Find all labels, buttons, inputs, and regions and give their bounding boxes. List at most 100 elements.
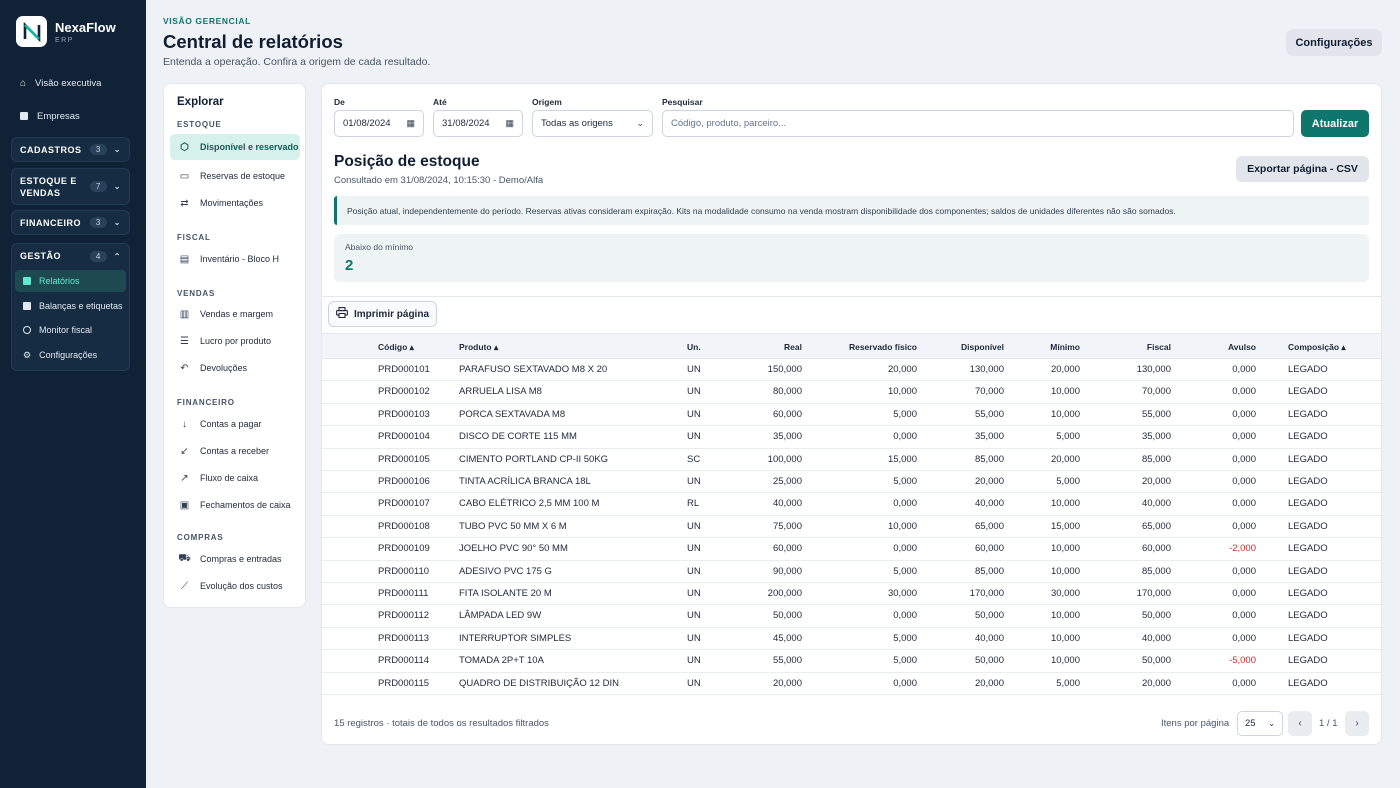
cell-produto: QUADRO DE DISTRIBUIÇÃO 12 DIN: [459, 677, 619, 689]
table-row[interactable]: PRD000108 TUBO PVC 50 MM X 6 M UN 75,000 10,…: [322, 516, 1381, 539]
cell-fiscal: 85,000: [1141, 453, 1171, 465]
nav-label: Visão executiva: [35, 77, 102, 89]
explore-item-devolucoes[interactable]: ↶ Devoluções: [170, 355, 300, 381]
table-row[interactable]: PRD000115 QUADRO DE DISTRIBUIÇÃO 12 DIN UN…: [322, 673, 1381, 695]
explore-item-contas-receber[interactable]: ↙ Contas a receber: [170, 438, 300, 464]
explore-item-lucro-produto[interactable]: ☰ Lucro por produto: [170, 328, 300, 354]
monitor-icon: [23, 326, 31, 334]
line-chart-icon: ⟋: [181, 580, 188, 592]
items-per-page-select[interactable]: 25 ⌄: [1237, 711, 1283, 736]
cell-composicao: LEGADO: [1288, 520, 1328, 532]
cell-avulso: 0,000: [1232, 364, 1256, 375]
nav-empresas[interactable]: Empresas: [12, 104, 130, 128]
chevron-down-icon: ⌄: [113, 218, 121, 227]
cell-un: UN: [687, 386, 701, 398]
table-row[interactable]: PRD000112 LÂMPADA LED 9W UN 50,000 0,000 50,0…: [322, 605, 1381, 628]
col-composicao[interactable]: Composição ▴: [1288, 342, 1346, 352]
atualizar-button[interactable]: Atualizar: [1301, 110, 1369, 137]
cell-avulso: -2,000: [1229, 543, 1256, 555]
table-row[interactable]: PRD000103 PORCA SEXTAVADA M8 UN 60,000 5,000…: [322, 404, 1381, 427]
cell-codigo: PRD000101: [378, 364, 430, 375]
brand[interactable]: NexaFlow ERP: [16, 16, 116, 47]
cell-composicao: LEGADO: [1288, 565, 1328, 577]
kpi-label: Abaixo do mínimo: [345, 242, 414, 252]
prev-page-button[interactable]: ‹: [1288, 711, 1312, 736]
cell-real: 20,000: [772, 677, 802, 689]
cell-fiscal: 40,000: [1141, 632, 1171, 644]
group-label: ESTOQUE E: [20, 175, 77, 186]
group-estoque-vendas[interactable]: ESTOQUE E VENDAS 7 ⌄: [11, 168, 130, 205]
cell-disponivel: 85,000: [974, 453, 1004, 465]
cell-real: 55,000: [772, 655, 802, 667]
table-row[interactable]: PRD000107 CABO ELÉTRICO 2,5 MM 100 M RL 40,…: [322, 493, 1381, 516]
table-row[interactable]: PRD000101 PARAFUSO SEXTAVADO M8 X 20 UN 150…: [322, 359, 1381, 382]
explore-item-reservas[interactable]: ▭ Reservas de estoque: [170, 163, 300, 189]
origin-select[interactable]: Todas as origens ⌄: [532, 110, 653, 137]
nav-label: Monitor fiscal: [39, 325, 93, 335]
nav-monitor-fiscal[interactable]: Monitor fiscal: [15, 319, 126, 341]
cell-avulso: 0,000: [1232, 453, 1256, 465]
explore-item-inventario[interactable]: ▤ Inventário - Bloco H: [170, 246, 300, 272]
cell-avulso: 0,000: [1232, 677, 1256, 689]
table-row[interactable]: PRD000109 JOELHO PVC 90° 50 MM UN 60,000 0,0…: [322, 538, 1381, 561]
cell-produto: FITA ISOLANTE 20 M: [459, 588, 552, 599]
configuracoes-button[interactable]: Configurações: [1286, 29, 1382, 56]
cell-real: 45,000: [772, 632, 802, 644]
cell-avulso: 0,000: [1232, 386, 1256, 398]
explore-title: Explorar: [177, 96, 224, 108]
to-date-value: 31/08/2024: [442, 118, 490, 129]
cell-minimo: 5,000: [1056, 431, 1080, 443]
nav-balancas-etiquetas[interactable]: Balanças e etiquetas: [15, 295, 126, 317]
calendar-icon: ▦: [406, 118, 415, 128]
group-gestao-header[interactable]: GESTÃO 4 ⌃: [12, 244, 129, 268]
explore-item-compras-entradas[interactable]: ⛟ Compras e entradas: [170, 546, 300, 572]
imprimir-button[interactable]: Imprimir página: [328, 301, 437, 327]
group-cadastros[interactable]: CADASTROS 3 ⌄: [11, 137, 130, 162]
cell-reservado-fisico: 5,000: [893, 565, 917, 577]
nav-configuracoes[interactable]: ⚙ Configurações: [15, 344, 126, 366]
cell-produto: TINTA ACRÍLICA BRANCA 18L: [459, 476, 591, 487]
cell-real: 60,000: [772, 408, 802, 420]
cell-codigo: PRD000108: [378, 520, 430, 532]
col-produto[interactable]: Produto ▴: [459, 342, 499, 352]
table-row[interactable]: PRD000104 DISCO DE CORTE 115 MM UN 35,000 0,…: [322, 426, 1381, 449]
table-row[interactable]: PRD000114 TOMADA 2P+T 10A UN 55,000 5,000 50,…: [322, 650, 1381, 673]
table-row[interactable]: PRD000111 FITA ISOLANTE 20 M UN 200,000 30,0…: [322, 583, 1381, 606]
to-date-input[interactable]: 31/08/2024 ▦: [433, 110, 523, 137]
table-row[interactable]: PRD000106 TINTA ACRÍLICA BRANCA 18L UN 25,0…: [322, 471, 1381, 494]
cell-codigo: PRD000103: [378, 408, 430, 420]
col-reservado-fisico: Reservado físico: [848, 342, 917, 352]
col-codigo[interactable]: Código ▴: [378, 342, 414, 352]
explore-item-vendas-margem[interactable]: ▥ Vendas e margem: [170, 301, 300, 327]
from-date-input[interactable]: 01/08/2024 ▦: [334, 110, 424, 137]
explore-item-evolucao-custos[interactable]: ⟋ Evolução dos custos: [170, 573, 300, 599]
explore-item-disponivel-reservado[interactable]: ⬡ Disponível e reservado: [170, 134, 300, 160]
table-row[interactable]: PRD000110 ADESIVO PVC 175 G UN 90,000 5,000 8…: [322, 561, 1381, 583]
explore-section-fiscal: FISCAL: [177, 233, 211, 242]
cell-codigo: PRD000111: [378, 588, 429, 599]
cart-icon: ⛟: [178, 552, 191, 564]
next-page-button[interactable]: ›: [1345, 711, 1369, 736]
cell-avulso: 0,000: [1232, 431, 1256, 443]
cell-minimo: 20,000: [1050, 364, 1080, 375]
nav-visao-executiva[interactable]: ⌂ Visão executiva: [12, 71, 130, 95]
group-financeiro[interactable]: FINANCEIRO 3 ⌄: [11, 210, 130, 235]
explore-item-label: Vendas e margem: [200, 309, 274, 319]
cell-disponivel: 55,000: [974, 408, 1004, 420]
export-csv-button[interactable]: Exportar página - CSV: [1236, 156, 1369, 182]
cell-un: UN: [687, 565, 701, 577]
table-row[interactable]: PRD000105 CIMENTO PORTLAND CP-II 50KG SC 10…: [322, 449, 1381, 471]
explore-item-contas-pagar[interactable]: ↓ Contas a pagar: [170, 411, 300, 437]
cell-avulso: -5,000: [1229, 655, 1256, 667]
cell-real: 200,000: [767, 588, 802, 599]
table-row[interactable]: PRD000113 INTERRUPTOR SIMPLES UN 45,000 5,00…: [322, 628, 1381, 651]
explore-item-fluxo-caixa[interactable]: ↗ Fluxo de caixa: [170, 465, 300, 491]
nav-relatorios[interactable]: Relatórios: [15, 270, 126, 292]
explore-item-movimentacoes[interactable]: ⇄ Movimentações: [170, 190, 300, 216]
cell-disponivel: 20,000: [974, 677, 1004, 689]
search-input[interactable]: Código, produto, parceiro...: [662, 110, 1294, 137]
cell-fiscal: 20,000: [1141, 677, 1171, 689]
explore-item-fechamentos-caixa[interactable]: ▣ Fechamentos de caixa: [170, 492, 300, 518]
table-row[interactable]: PRD000102 ARRUELA LISA M8 UN 80,000 10,000 70…: [322, 381, 1381, 404]
bar-chart-icon: ▥: [179, 308, 190, 320]
